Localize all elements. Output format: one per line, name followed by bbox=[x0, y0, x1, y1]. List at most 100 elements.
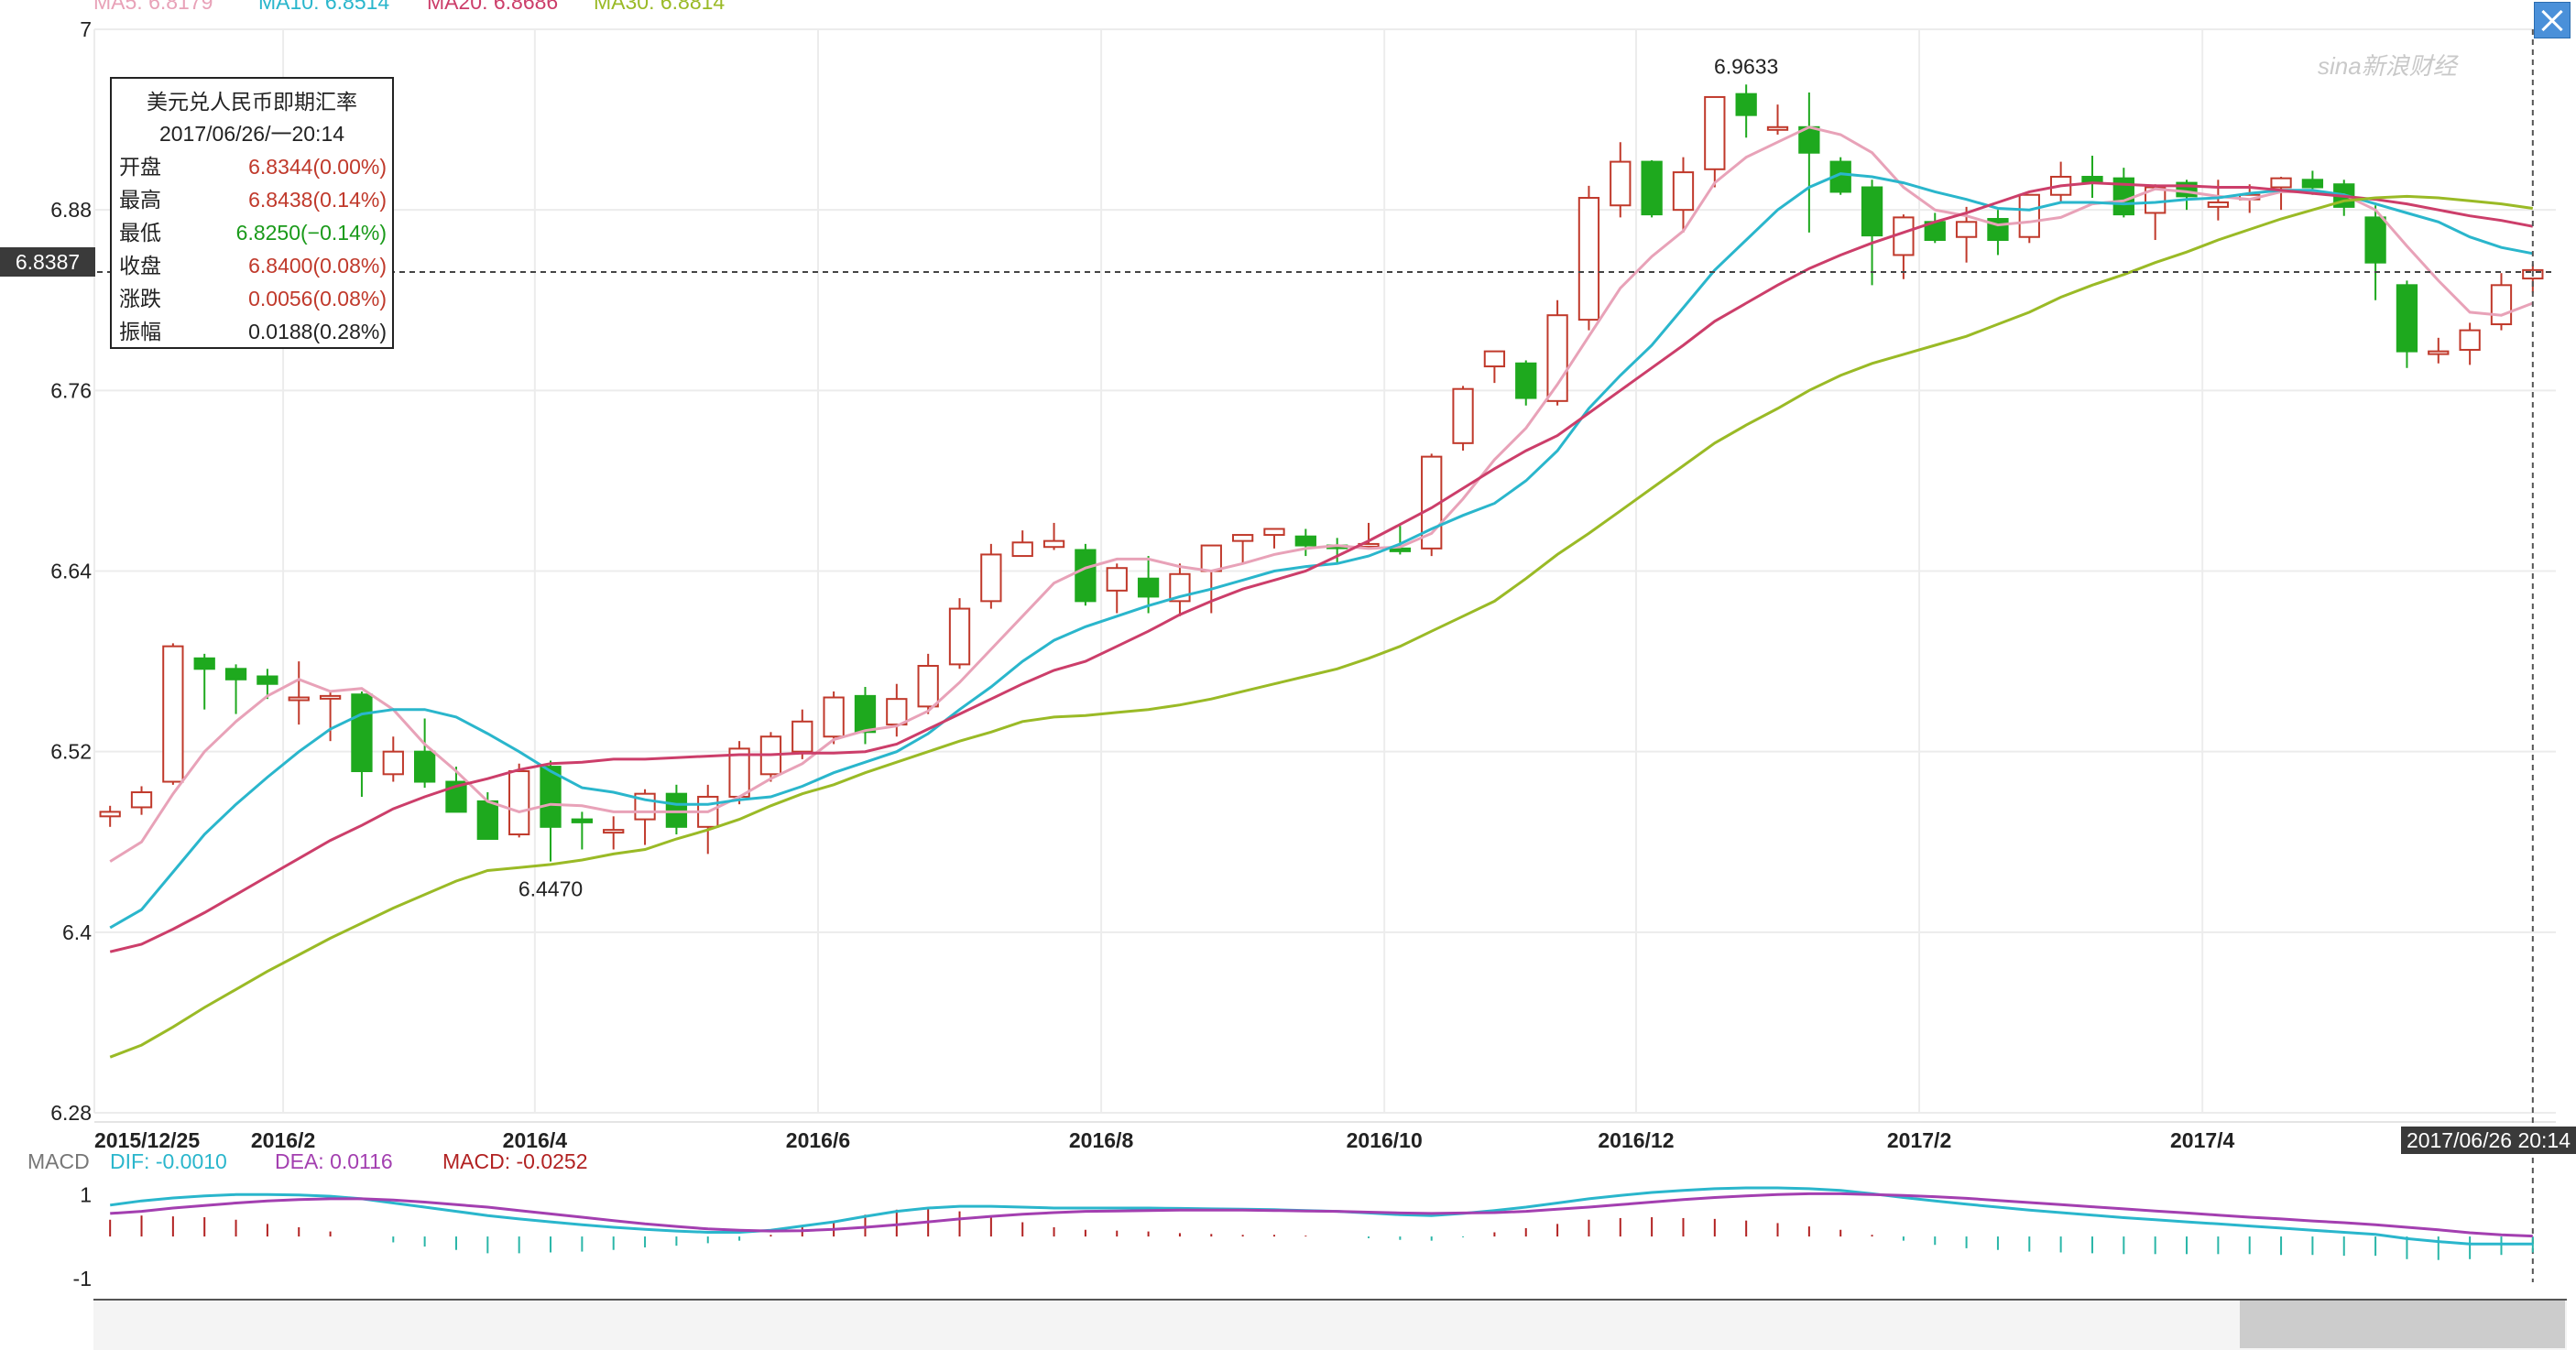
candle-body bbox=[1641, 160, 1663, 216]
x-tick-label: 2016/10 bbox=[1347, 1128, 1423, 1152]
info-label: 涨跌 bbox=[119, 287, 161, 310]
y-tick-label: 6.76 bbox=[50, 378, 92, 402]
candle-body bbox=[99, 811, 121, 818]
candle-body bbox=[1200, 544, 1222, 572]
x-tick-label: 2016/4 bbox=[503, 1128, 568, 1152]
candle-body bbox=[791, 720, 813, 753]
info-value: 0.0188(0.28%) bbox=[248, 320, 387, 343]
legend-ma5: MA5: 6.8179 bbox=[93, 0, 213, 14]
macd-dif-label: DIF: -0.0010 bbox=[110, 1149, 227, 1173]
candle-body bbox=[948, 607, 971, 666]
x-tick-label: 2016/12 bbox=[1598, 1128, 1674, 1152]
candle-body bbox=[571, 818, 594, 823]
candle-body bbox=[224, 668, 247, 680]
candle-body bbox=[854, 694, 877, 734]
candle-body bbox=[823, 696, 845, 738]
candle-body bbox=[476, 800, 498, 840]
candle-body bbox=[1704, 95, 1726, 170]
info-row-open: 开盘 6.8344(0.00%) bbox=[112, 150, 392, 183]
candle-body bbox=[1137, 577, 1160, 598]
candle-body bbox=[413, 750, 436, 783]
y-tick-label: 6.28 bbox=[50, 1101, 92, 1125]
x-tick-label: 2017/4 bbox=[2170, 1128, 2235, 1152]
candle-body bbox=[1011, 541, 1033, 558]
x-tick-label: 2015/12/25 bbox=[94, 1128, 200, 1152]
candle-body bbox=[1042, 539, 1065, 549]
candle-body bbox=[1735, 93, 1757, 116]
navigator-window-handle[interactable] bbox=[2240, 1301, 2565, 1348]
x-tick-label: 2016/8 bbox=[1069, 1128, 1134, 1152]
candle-body bbox=[162, 645, 184, 783]
candle-body bbox=[980, 553, 1002, 603]
ma-line-ma5 bbox=[109, 125, 2534, 863]
candle-body bbox=[1610, 160, 1632, 207]
info-value: 0.0056(0.08%) bbox=[248, 287, 387, 310]
candle-body bbox=[1893, 216, 1915, 256]
candle-body bbox=[1955, 221, 1978, 238]
candle-body bbox=[603, 829, 625, 834]
extreme-value-label: 6.9633 bbox=[1714, 54, 1778, 78]
info-label: 最高 bbox=[119, 188, 161, 212]
candle-body bbox=[1483, 350, 1506, 368]
info-label: 最低 bbox=[119, 221, 161, 245]
macd-title: MACD bbox=[27, 1149, 90, 1173]
info-value: 6.8438(0.14%) bbox=[248, 188, 387, 212]
candle-body bbox=[1075, 549, 1097, 603]
macd-dea-label: DEA: 0.0116 bbox=[275, 1149, 393, 1173]
candle-body bbox=[2301, 179, 2324, 189]
current-price-badge: 6.8387 bbox=[0, 247, 95, 277]
candle-body bbox=[1389, 547, 1412, 552]
info-row-low: 最低 6.8250(−0.14%) bbox=[112, 216, 392, 249]
ma-line-ma20 bbox=[109, 181, 2534, 953]
macd-value-label: MACD: -0.0252 bbox=[442, 1149, 588, 1173]
candle-body bbox=[130, 791, 153, 809]
crosshair-date-badge: 2017/06/26 20:14 bbox=[2400, 1127, 2576, 1154]
candle-body bbox=[382, 750, 404, 776]
candle-body bbox=[1672, 171, 1695, 212]
sina-finance-watermark: sina新浪财经 bbox=[2318, 52, 2457, 80]
y-tick-label: 6.88 bbox=[50, 198, 92, 222]
info-value: 6.8400(0.08%) bbox=[248, 254, 387, 278]
x-tick-label: 2017/2 bbox=[1887, 1128, 1951, 1152]
candle-body bbox=[1231, 534, 1254, 542]
x-tick-label: 2016/2 bbox=[251, 1128, 315, 1152]
macd-dif-line bbox=[110, 1186, 2533, 1246]
candle-body bbox=[193, 657, 215, 670]
candle-body bbox=[1861, 186, 1883, 237]
ma-line-ma10 bbox=[109, 172, 2534, 930]
candle-body bbox=[1515, 362, 1537, 399]
candle-body bbox=[1577, 197, 1600, 321]
macd-y-tick-label: 1 bbox=[80, 1182, 92, 1206]
candle-body bbox=[886, 698, 908, 726]
candle-body bbox=[540, 766, 562, 828]
x-tick-label: 2016/6 bbox=[786, 1128, 850, 1152]
info-row-amplitude: 振幅 0.0188(0.28%) bbox=[112, 315, 392, 348]
y-tick-label: 6.4 bbox=[62, 920, 92, 944]
candle-body bbox=[2270, 177, 2292, 189]
candle-body bbox=[2207, 201, 2230, 208]
macd-y-tick-label: -1 bbox=[73, 1267, 92, 1290]
candle-body bbox=[1546, 314, 1568, 402]
time-navigator[interactable] bbox=[93, 1299, 2567, 1350]
candle-body bbox=[288, 696, 310, 702]
ma-line-ma30 bbox=[109, 194, 2534, 1059]
candle-body bbox=[508, 770, 530, 836]
y-tick-label: 6.64 bbox=[50, 560, 92, 583]
candle-body bbox=[319, 694, 342, 700]
candle-body bbox=[1294, 535, 1316, 547]
candle-body bbox=[2396, 284, 2418, 353]
legend-ma10: MA10: 6.8514 bbox=[258, 0, 389, 14]
info-value: 6.8344(0.00%) bbox=[248, 155, 387, 179]
candle-body bbox=[2428, 350, 2450, 355]
candle-body bbox=[1263, 528, 1285, 537]
info-row-change: 涨跌 0.0056(0.08%) bbox=[112, 282, 392, 315]
candle-body bbox=[917, 665, 939, 708]
y-tick-label: 6.52 bbox=[50, 740, 92, 764]
info-row-close: 收盘 6.8400(0.08%) bbox=[112, 249, 392, 282]
candle-body bbox=[665, 792, 688, 828]
candle-body bbox=[2490, 284, 2513, 326]
close-icon[interactable] bbox=[2534, 2, 2571, 38]
legend-ma20: MA20: 6.8686 bbox=[427, 0, 558, 14]
candle-body bbox=[2459, 329, 2481, 351]
